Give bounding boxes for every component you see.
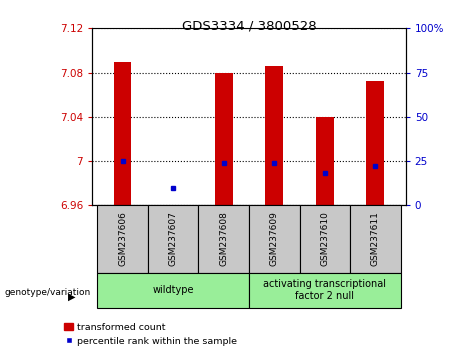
Bar [97, 205, 148, 273]
Text: ▶: ▶ [68, 291, 75, 301]
Bar [300, 205, 350, 273]
Text: GSM237606: GSM237606 [118, 211, 127, 267]
Text: activating transcriptional
factor 2 null: activating transcriptional factor 2 null [263, 279, 386, 301]
Bar [316, 117, 334, 205]
Bar [266, 66, 283, 205]
Text: genotype/variation: genotype/variation [5, 287, 91, 297]
Bar [249, 205, 300, 273]
Text: GSM237607: GSM237607 [169, 211, 177, 267]
Bar [164, 205, 182, 209]
Bar [215, 73, 232, 205]
Bar [366, 81, 384, 205]
Text: GDS3334 / 3800528: GDS3334 / 3800528 [182, 19, 316, 33]
Text: GSM237609: GSM237609 [270, 211, 279, 267]
Bar [97, 273, 249, 308]
Bar [114, 62, 131, 205]
Bar [249, 273, 401, 308]
Text: GSM237608: GSM237608 [219, 211, 228, 267]
Bar [198, 205, 249, 273]
Legend: transformed count, percentile rank within the sample: transformed count, percentile rank withi… [60, 319, 241, 349]
Bar [350, 205, 401, 273]
Text: wildtype: wildtype [152, 285, 194, 295]
Bar [148, 205, 198, 273]
Text: GSM237611: GSM237611 [371, 211, 380, 267]
Text: GSM237610: GSM237610 [320, 211, 329, 267]
